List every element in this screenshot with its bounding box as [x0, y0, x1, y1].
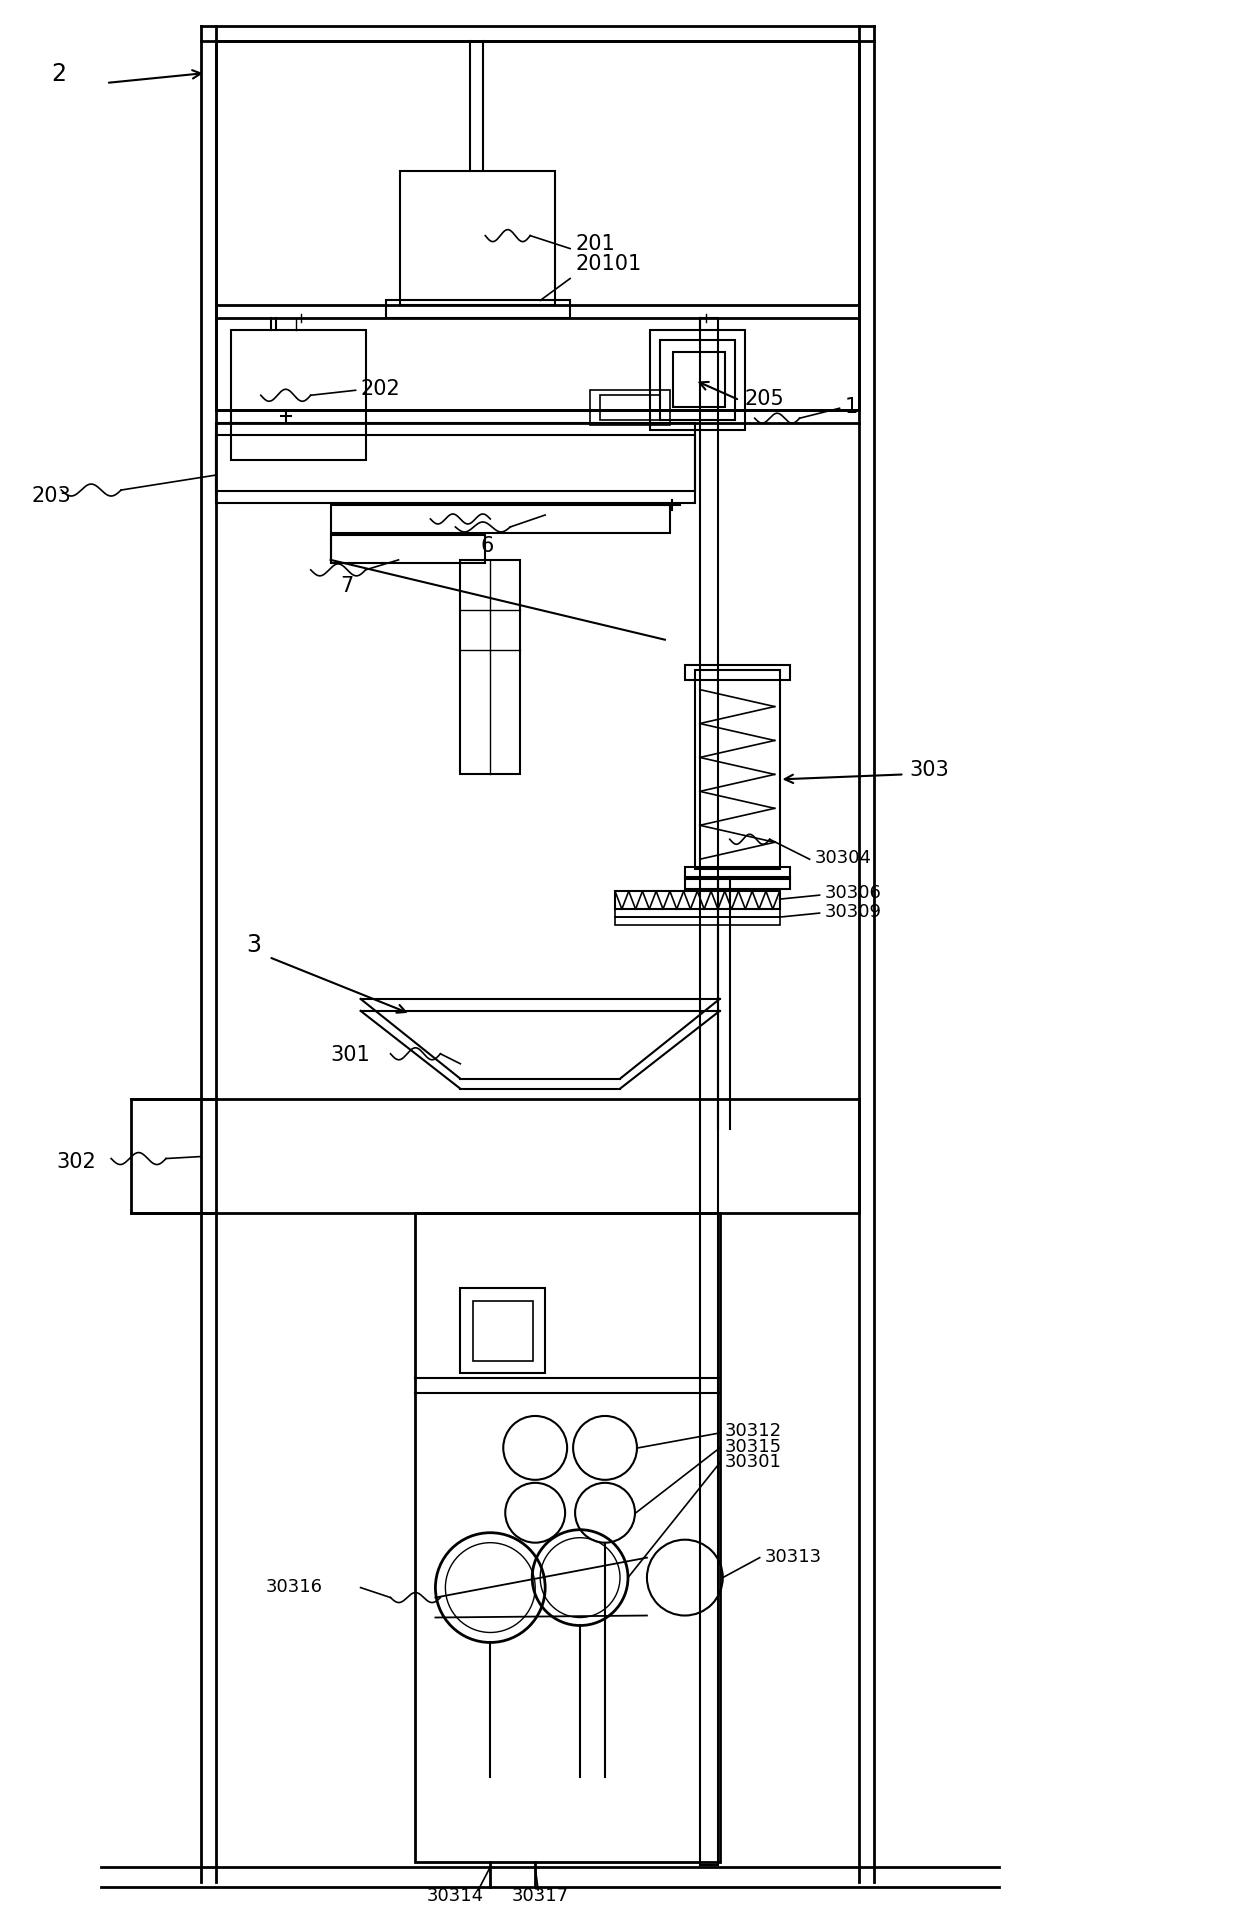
Text: 7: 7: [341, 576, 353, 595]
Text: 30315: 30315: [724, 1437, 782, 1455]
Bar: [650, 331, 745, 431]
Text: 30312: 30312: [724, 1422, 782, 1439]
Text: 30309: 30309: [825, 903, 882, 921]
Text: 202: 202: [361, 379, 401, 398]
Text: 302: 302: [56, 1150, 95, 1171]
Text: 20101: 20101: [575, 253, 641, 274]
Bar: [131, 1099, 859, 1213]
Text: 2: 2: [51, 61, 66, 86]
Bar: [216, 42, 859, 412]
Bar: [216, 436, 694, 492]
Bar: [331, 505, 670, 534]
Text: 301: 301: [331, 1045, 371, 1064]
Bar: [216, 425, 694, 503]
Bar: [684, 879, 790, 890]
Bar: [694, 670, 780, 869]
Text: 30317: 30317: [512, 1885, 569, 1904]
Text: 203: 203: [31, 486, 71, 505]
Text: 30301: 30301: [724, 1453, 781, 1470]
Bar: [460, 561, 521, 775]
Bar: [600, 396, 660, 421]
Bar: [331, 536, 485, 563]
Text: 30313: 30313: [765, 1547, 822, 1566]
Text: 30304: 30304: [815, 848, 872, 867]
Bar: [615, 892, 780, 909]
Bar: [386, 300, 570, 320]
Bar: [231, 331, 366, 461]
Bar: [684, 867, 790, 880]
Text: 30314: 30314: [427, 1885, 484, 1904]
Bar: [660, 341, 735, 421]
Bar: [615, 917, 780, 926]
Bar: [590, 390, 670, 427]
Bar: [684, 666, 790, 679]
Bar: [474, 1302, 533, 1361]
Text: 205: 205: [745, 389, 785, 410]
Text: 1: 1: [844, 396, 858, 417]
Bar: [699, 320, 718, 1864]
Text: 303: 303: [909, 760, 949, 781]
Text: 6: 6: [480, 536, 494, 555]
Bar: [415, 1213, 719, 1862]
Text: 3: 3: [246, 932, 260, 957]
Bar: [460, 1288, 546, 1374]
Bar: [615, 909, 780, 917]
Text: 30316: 30316: [265, 1577, 322, 1594]
Text: 201: 201: [575, 234, 615, 253]
Text: 30306: 30306: [825, 884, 882, 901]
Bar: [673, 354, 724, 408]
Bar: [401, 172, 556, 306]
